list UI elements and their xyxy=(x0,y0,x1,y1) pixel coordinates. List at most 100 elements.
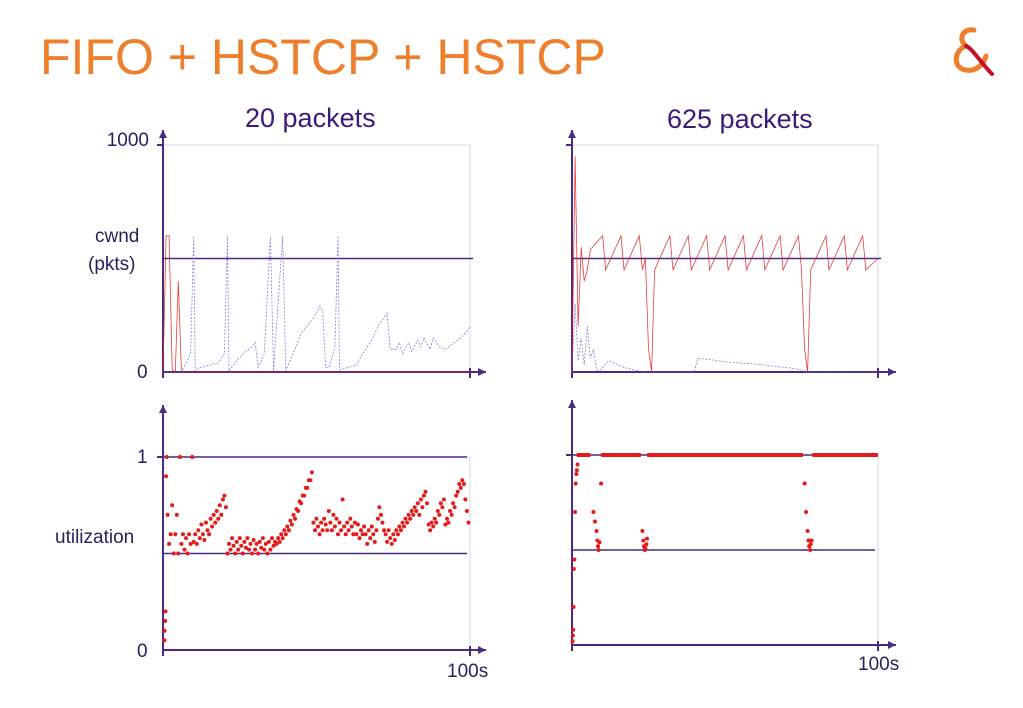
util-20-data-point xyxy=(271,543,276,548)
util-20-data-point xyxy=(233,551,238,556)
util-20-data-point xyxy=(352,520,357,525)
util-20-data-point xyxy=(211,512,216,517)
util-625-data-point xyxy=(596,544,600,549)
util-20-data-point xyxy=(355,522,360,527)
util-20-data-point xyxy=(319,520,324,525)
util-20-data-point xyxy=(397,524,402,529)
util-20-data-point xyxy=(262,547,267,552)
util-20-data-point xyxy=(280,536,285,541)
util-20-data-point xyxy=(219,512,224,517)
util-20-data-point xyxy=(326,509,331,513)
util-20-data-point xyxy=(348,516,353,521)
util-20-data-point xyxy=(240,551,245,556)
util-625-data-point xyxy=(644,542,649,547)
util-20-data-point xyxy=(259,545,264,550)
util-20-data-point xyxy=(277,539,282,544)
util-20-data-point xyxy=(265,551,270,556)
util-20-data-point xyxy=(181,532,185,537)
util-625-data-point xyxy=(809,538,814,543)
util-20-data-point xyxy=(357,536,362,541)
util-625-data-point xyxy=(571,567,576,571)
util-20-data-point xyxy=(299,501,304,506)
util-20-data-point xyxy=(377,505,382,510)
util-625-data-point xyxy=(571,605,576,609)
util-20-data-point xyxy=(200,532,205,537)
util-20-data-point xyxy=(365,541,370,546)
util-20-data-point xyxy=(443,522,448,527)
util-625-x-axis-arrow xyxy=(888,641,896,649)
util-20-data-point xyxy=(415,501,420,506)
util-20-data-point xyxy=(360,532,365,537)
util-20-data-point xyxy=(457,482,462,486)
util-20-x-axis-arrow xyxy=(478,646,486,654)
util-625-data-point xyxy=(640,529,645,533)
util-20-data-point xyxy=(270,536,274,541)
util-20-data-point xyxy=(213,520,218,525)
util-20-data-point xyxy=(164,474,169,479)
util-20-data-point xyxy=(437,512,442,517)
util-20-data-point xyxy=(227,541,231,546)
util-20-data-point xyxy=(223,505,228,510)
util-625-data-point xyxy=(600,453,605,457)
util-20-data-point xyxy=(454,493,459,498)
util-20-data-point xyxy=(210,524,215,529)
util-20-data-point xyxy=(289,522,294,527)
util-625-data-point xyxy=(599,481,604,486)
util-625-data-point xyxy=(597,540,602,545)
util-20-data-point xyxy=(302,493,307,498)
util-20-data-point xyxy=(193,532,198,537)
ampersand-logo-icon xyxy=(953,27,994,76)
util-20-data-point xyxy=(334,516,339,521)
util-625-data-point xyxy=(570,639,575,644)
util-20-data-point xyxy=(237,536,242,541)
util-20-data-point xyxy=(316,524,320,529)
cwnd-max-tick-label: 1000 xyxy=(106,130,149,151)
util-625-data-point xyxy=(808,548,813,552)
util-20-data-point xyxy=(308,478,313,483)
util-20-data-point xyxy=(274,541,279,546)
util-20-data-point xyxy=(194,541,199,546)
util-20-data-point xyxy=(283,532,288,537)
util-625-data-point xyxy=(805,529,810,533)
util-625-data-point xyxy=(573,510,578,514)
util-20-data-point xyxy=(248,541,253,546)
util-20-data-point xyxy=(382,528,386,533)
util-20-data-point xyxy=(317,532,322,537)
util-20-data-point xyxy=(371,532,376,537)
util-20-data-point xyxy=(429,520,434,525)
util-20-data-point xyxy=(256,551,261,556)
util-20-data-point xyxy=(328,520,333,525)
util-625-data-point xyxy=(574,472,579,476)
util-20-data-point xyxy=(202,538,207,542)
util-20-data-point xyxy=(163,609,168,614)
cwnd-625-y-axis-arrow xyxy=(568,130,576,138)
util-20-data-point xyxy=(187,532,192,537)
util-20-data-point xyxy=(374,528,379,533)
util-20-data-point xyxy=(421,493,426,498)
util-20-data-point xyxy=(234,539,239,544)
util-625-data-point xyxy=(574,468,579,473)
util-20-data-point xyxy=(340,497,345,502)
util-20-data-point xyxy=(320,528,325,533)
util-625-data-point xyxy=(645,536,649,541)
util-20-data-point xyxy=(325,528,330,533)
util-20-y-axis-arrow xyxy=(159,405,167,413)
util-20-data-point xyxy=(279,532,284,537)
util-20-data-point xyxy=(426,522,431,527)
cwnd-20-series-blue-line xyxy=(163,235,471,373)
util-20-data-point xyxy=(204,520,208,525)
util-625-data-point xyxy=(573,481,578,486)
util-20-data-point xyxy=(309,470,314,475)
util-20-data-point xyxy=(168,532,173,537)
util-20-data-point xyxy=(263,541,268,546)
util-20-data-point xyxy=(323,522,328,527)
util-20-data-point xyxy=(247,547,251,552)
util-20-data-point xyxy=(276,536,281,541)
util-20-data-point xyxy=(222,493,227,498)
util-20-data-point xyxy=(182,547,187,552)
util-20-data-point xyxy=(236,547,241,552)
util-20-data-point xyxy=(362,524,367,529)
x-end-label-right: 100s xyxy=(858,654,900,675)
util-20-data-point xyxy=(395,532,400,537)
